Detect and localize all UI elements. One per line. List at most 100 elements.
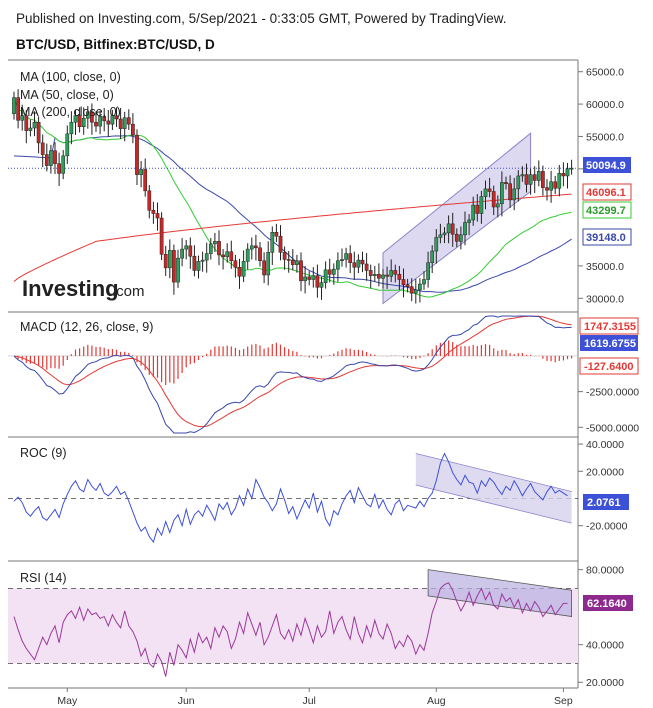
candle-body <box>213 241 217 245</box>
candle-body <box>28 127 33 131</box>
candle-body <box>53 150 57 164</box>
panel-borders <box>8 59 579 689</box>
candle-body <box>114 115 119 120</box>
rsi-title: RSI (14) <box>20 571 67 585</box>
candle-body <box>442 232 447 236</box>
candle-body <box>32 121 37 129</box>
x-tick-label: Jul <box>302 695 315 707</box>
candle-body <box>536 171 541 181</box>
candle-body <box>409 286 414 294</box>
candle-body <box>229 251 234 261</box>
candle-body <box>221 254 225 258</box>
x-tick-label: May <box>57 695 78 707</box>
candle-body <box>81 118 86 127</box>
candle-body <box>344 253 348 260</box>
candle-body <box>262 260 266 276</box>
candle-body <box>561 173 566 177</box>
macd-line-tag-bg <box>580 335 638 351</box>
macd-title: MACD (12, 26, close, 9) <box>20 320 153 334</box>
candle-body <box>491 191 496 208</box>
candle-body <box>176 257 180 283</box>
candle-body <box>167 250 172 269</box>
candle-body <box>336 260 340 270</box>
candle-body <box>16 97 20 121</box>
candle-body <box>524 174 529 185</box>
candle-body <box>512 188 517 201</box>
candle-body <box>565 168 570 177</box>
candle-body <box>327 269 332 275</box>
candle-body <box>204 253 209 261</box>
candle-body <box>446 223 451 234</box>
candle-body <box>319 282 324 288</box>
candle-body <box>401 279 406 285</box>
price-channel <box>382 132 532 305</box>
candle-body <box>295 260 299 265</box>
candle-body <box>299 260 303 282</box>
candle-body <box>450 223 455 235</box>
macd-signal-tag: 1747.3155 <box>584 321 636 333</box>
candle-body <box>36 121 41 144</box>
candle-body <box>372 274 377 276</box>
x-tick-label: Aug <box>427 695 446 707</box>
macd-hist-tag-bg <box>579 357 639 375</box>
candle-body <box>331 268 336 275</box>
macd-line-tag: 1619.6755 <box>584 338 636 350</box>
axes: 65000.060000.055000.050000.035000.030000… <box>57 67 639 707</box>
candle-body <box>569 167 574 170</box>
ma50-tag-bg <box>582 201 632 219</box>
candle-body <box>385 274 389 277</box>
candle-body <box>479 196 484 214</box>
candle-body <box>434 237 439 252</box>
ma100-tag-bg <box>582 228 632 246</box>
macd-tick-label: -5000.0000 <box>586 422 639 434</box>
roc-tick-label: -20.0000 <box>586 521 628 533</box>
candle-body <box>110 115 115 125</box>
candle-body <box>430 250 435 263</box>
candle-body <box>65 133 70 157</box>
candle-body <box>270 232 275 253</box>
candle-body <box>196 261 201 271</box>
rsi-tag-bg <box>583 595 633 611</box>
symbol-title: BTC/USD, Bitfinex:BTC/USD, D <box>16 37 215 52</box>
candle-body <box>368 270 373 276</box>
last-price-tag: 50094.9 <box>586 160 626 172</box>
candle-body <box>172 250 176 283</box>
candle-body <box>405 284 410 287</box>
candle-body <box>20 115 25 121</box>
candle-body <box>483 188 488 197</box>
candle-body <box>143 169 148 192</box>
candle-body <box>418 283 422 291</box>
candle-body <box>147 190 152 211</box>
candle-body <box>12 97 16 115</box>
candle-body <box>516 175 521 190</box>
candle-body <box>159 217 164 255</box>
ma100-tag: 39148.0 <box>586 232 626 244</box>
investing-logo: Investing .com <box>22 276 145 301</box>
candle-body <box>467 219 471 223</box>
candle-body <box>495 203 500 208</box>
candle-body <box>389 270 394 277</box>
candle-body <box>163 254 168 269</box>
candle-body <box>426 262 430 280</box>
candle-body <box>348 253 353 263</box>
candle-body <box>438 234 443 238</box>
candle-body <box>57 163 61 174</box>
candle-body <box>364 263 369 271</box>
candle-body <box>61 155 66 174</box>
candle-body <box>184 245 189 250</box>
macd-signal-line <box>13 315 572 428</box>
candle-body <box>98 116 102 127</box>
candle-body <box>311 275 316 280</box>
candle-body <box>102 116 107 122</box>
roc-tick-label: 20.0000 <box>586 466 624 478</box>
candle-body <box>274 232 279 237</box>
candle-body <box>303 276 307 282</box>
candle-body <box>249 245 254 250</box>
candle-body <box>266 252 271 276</box>
logo-suffix: .com <box>112 283 145 300</box>
candle-body <box>225 251 230 258</box>
candle-body <box>139 169 143 175</box>
candle-body <box>553 181 558 189</box>
candle-body <box>360 259 365 265</box>
